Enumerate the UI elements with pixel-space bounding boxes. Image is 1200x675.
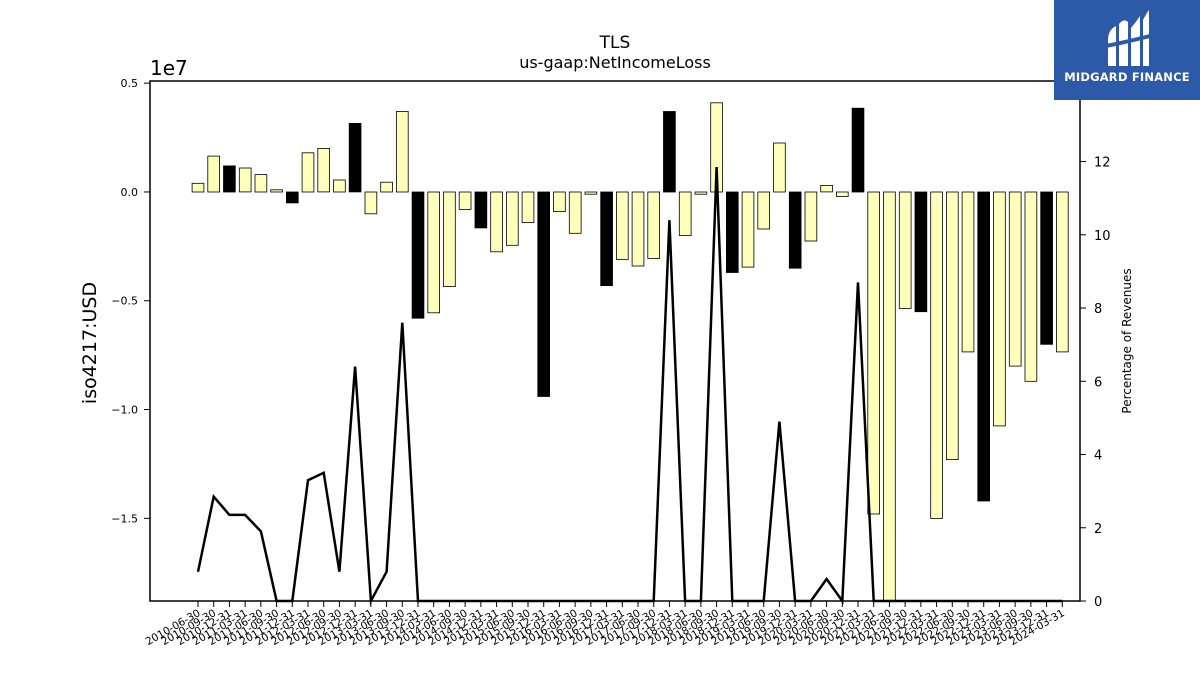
bar-series xyxy=(191,102,1069,602)
bar-2014-12-31 xyxy=(474,191,488,229)
bar-2015-03-31 xyxy=(490,191,503,253)
plot-frame xyxy=(149,80,1081,602)
bar-2022-06-30 xyxy=(946,191,959,461)
bar-2020-09-30 xyxy=(836,191,849,197)
bar-2019-03-31 xyxy=(741,191,755,268)
bar-2023-12-31 xyxy=(1040,191,1053,345)
y2-tick-label: 10 xyxy=(1094,229,1111,244)
bar-2016-06-30 xyxy=(568,191,582,234)
chart-subtitle: us-gaap:NetIncomeLoss xyxy=(519,53,711,72)
secondary-y-axis-ticks: 0 2 4 6 8 10 12 xyxy=(1080,156,1111,610)
y-tick-label: −1.5 xyxy=(111,512,138,525)
bar-2015-09-30 xyxy=(521,191,535,223)
bar-2013-03-31 xyxy=(364,191,378,215)
chart-title: TLS xyxy=(599,33,631,53)
x-axis-ticks: 2010-06-302010-09-302010-12-312011-03-31… xyxy=(144,601,1067,648)
bar-2022-12-31 xyxy=(977,191,990,502)
bar-2012-06-30 xyxy=(317,147,330,193)
bar-2020-12-31 xyxy=(851,107,865,193)
bar-2011-03-31 xyxy=(238,167,252,193)
bar-2017-09-30 xyxy=(647,191,660,259)
bar-2017-03-31 xyxy=(616,191,629,260)
midgard-m-logo-icon xyxy=(1106,10,1150,66)
bar-2016-03-31 xyxy=(553,191,566,213)
brand-name: MIDGARD FINANCE xyxy=(1064,70,1190,84)
bar-2014-09-30 xyxy=(458,191,472,210)
bar-2013-06-30 xyxy=(380,181,393,193)
bar-2014-06-30 xyxy=(443,191,456,287)
y2-tick-label: 6 xyxy=(1094,375,1102,390)
bar-2021-12-31 xyxy=(914,191,928,313)
bar-2023-03-31 xyxy=(993,191,1006,427)
y2-tick-label: 12 xyxy=(1094,156,1111,171)
bar-2015-06-30 xyxy=(505,191,519,246)
bar-2020-03-31 xyxy=(804,191,818,242)
y2-tick-label: 8 xyxy=(1094,302,1102,317)
bar-2010-06-30 xyxy=(191,182,205,193)
bar-2022-03-31 xyxy=(930,191,943,519)
secondary-y-axis-label: Percentage of Revenues xyxy=(1120,268,1134,413)
bar-2021-06-30 xyxy=(883,191,896,602)
bar-2012-09-30 xyxy=(333,179,346,193)
bar-2016-09-30 xyxy=(584,191,598,195)
y2-tick-label: 4 xyxy=(1094,449,1102,464)
y-axis-ticks: 0.5 0.0 −0.5 −1.0 −1.5 xyxy=(111,77,150,525)
bar-2017-12-31 xyxy=(663,111,676,193)
bar-2019-06-30 xyxy=(757,191,770,230)
y-axis-label: iso4217:USD xyxy=(79,282,101,404)
bar-2017-06-30 xyxy=(631,191,645,267)
y-tick-label: −1.0 xyxy=(111,404,138,417)
bar-2022-09-30 xyxy=(961,191,975,353)
y2-tick-label: 0 xyxy=(1094,595,1102,610)
y-tick-label: 0.5 xyxy=(121,77,139,90)
bar-2011-12-31 xyxy=(285,191,299,204)
bar-2019-12-31 xyxy=(788,191,802,269)
bar-2010-09-30 xyxy=(207,155,221,193)
bar-2024-03-31 xyxy=(1056,191,1069,353)
bar-2020-06-30 xyxy=(820,184,833,193)
bar-2010-12-31 xyxy=(223,165,236,193)
y2-tick-label: 2 xyxy=(1094,522,1102,537)
bar-2012-12-31 xyxy=(348,123,362,193)
bar-2011-06-30 xyxy=(254,174,268,193)
bar-2021-09-30 xyxy=(898,191,912,309)
bar-2021-03-31 xyxy=(867,191,880,515)
bar-2011-09-30 xyxy=(270,189,283,193)
bar-2018-03-31 xyxy=(678,191,692,236)
y-tick-label: −0.5 xyxy=(111,295,138,308)
bar-2019-09-30 xyxy=(773,142,786,193)
bar-2012-03-31 xyxy=(301,152,315,193)
bar-2013-12-31 xyxy=(411,191,425,319)
bar-2014-03-31 xyxy=(427,191,440,314)
brand-logo: MIDGARD FINANCE xyxy=(1054,0,1200,100)
bar-2023-06-30 xyxy=(1008,191,1022,367)
bar-2013-09-30 xyxy=(395,111,409,193)
bar-2015-12-31 xyxy=(537,191,550,397)
bar-2018-06-30 xyxy=(694,191,708,195)
y-axis-offset-label: 1e7 xyxy=(150,56,188,80)
bar-2016-12-31 xyxy=(600,191,613,286)
bar-2018-12-31 xyxy=(726,191,739,273)
bar-2023-09-30 xyxy=(1024,191,1038,382)
y-tick-label: 0.0 xyxy=(121,186,139,199)
